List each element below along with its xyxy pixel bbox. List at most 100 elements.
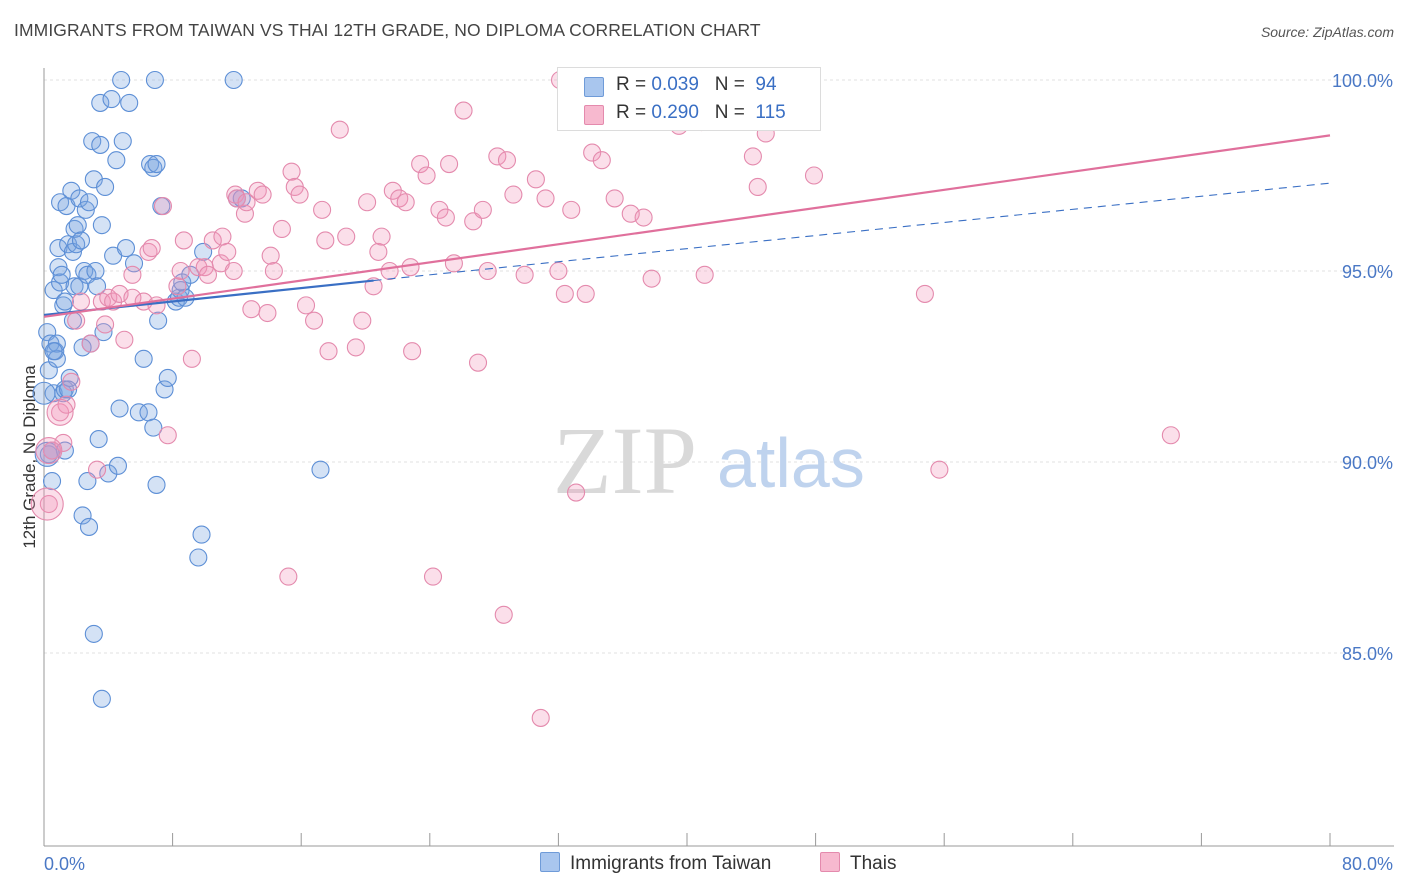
point-taiwan [73,506,92,525]
point-thais [396,193,415,212]
point-thais [930,460,949,479]
point-thais-large [35,436,63,465]
point-thais [81,334,100,353]
point-thais [67,311,86,330]
point-thais [605,189,624,208]
point-thais [224,261,243,281]
point-thais [235,204,254,223]
series-thais-points [30,70,1180,727]
point-taiwan [79,517,99,536]
point-taiwan [158,368,177,388]
point-thais [290,185,309,204]
point-thais [488,147,507,166]
point-thais [515,265,534,284]
point-thais [313,200,332,219]
legend-swatch-thais [584,105,604,125]
point-taiwan [116,239,136,258]
point-thais [423,567,443,586]
point-taiwan [149,311,168,330]
watermark: ZIP atlas [553,407,865,514]
point-thais [330,120,349,139]
point-thais [583,143,602,162]
trend-lines [43,134,1331,318]
watermark-atlas: atlas [717,424,865,502]
point-thais-large [46,398,74,426]
point-thais [576,284,595,303]
point-thais [436,208,455,227]
point-taiwan [192,525,211,544]
point-thais [743,147,762,166]
y-tick-label: 85.0% [1342,644,1393,664]
bottom-legend-thais: Thais [820,852,896,875]
y-tick-label: 90.0% [1342,453,1393,473]
point-taiwan [155,380,174,399]
point-taiwan [144,418,163,437]
point-taiwan [51,273,70,292]
point-thais [272,219,291,239]
point-taiwan [113,132,132,151]
point-thais [261,246,280,265]
point-thais [369,242,388,261]
point-thais [403,342,422,361]
point-taiwan [112,70,131,90]
point-thais [353,311,372,330]
grid-lines [44,79,1394,654]
point-thais [411,154,430,174]
point-thais [213,227,232,246]
chart-source: Source: ZipAtlas.com [1260,24,1394,40]
point-taiwan [120,93,139,112]
y-axis-tick-labels: 85.0% 90.0% 95.0% 100.0% [1332,71,1393,664]
point-thais [526,170,545,189]
point-taiwan [55,292,74,311]
point-taiwan [91,93,110,112]
point-thais [305,311,324,330]
point-taiwan [189,548,208,567]
point-thais [123,265,142,284]
point-thais [203,231,222,250]
point-taiwan [99,464,118,483]
point-thais [372,227,391,246]
point-thais [54,433,73,452]
y-tick-label: 95.0% [1342,262,1393,282]
point-taiwan [44,281,63,300]
point-thais [536,189,555,208]
legend-swatch-taiwan [584,77,604,97]
legend-r-thais: 0.290 [651,102,699,123]
point-thais [242,300,261,319]
point-thais [96,315,115,334]
point-taiwan [65,277,84,296]
y-axis-label: 12th Grade, No Diploma [20,365,39,549]
point-taiwan [147,154,166,174]
point-thais [440,154,459,174]
point-thais [454,101,473,120]
bottom-legend-swatch-taiwan [540,852,560,872]
point-thais [182,349,201,368]
axes [43,68,1394,847]
point-taiwan [129,403,148,422]
point-thais [142,239,161,258]
point-thais [915,284,934,303]
point-thais [748,177,767,197]
x-tick-label-min: 0.0% [44,854,85,874]
point-thais [316,231,335,250]
point-thais [358,193,377,212]
point-taiwan [124,254,144,273]
point-thais [198,265,218,284]
point-taiwan [92,216,111,235]
point-thais [319,342,338,361]
point-thais [430,200,449,219]
point-taiwan [86,261,105,281]
point-thais [253,185,272,204]
point-thais [478,261,497,281]
point-thais [473,200,492,219]
point-thais [153,197,173,216]
point-thais [168,277,187,296]
point-thais [380,261,399,281]
bottom-legend-taiwan: Immigrants from Taiwan [540,852,771,875]
point-thais [531,708,550,727]
point-thais [218,242,237,261]
legend-n-taiwan: 94 [755,74,777,95]
point-thais [804,166,824,185]
point-thais [282,162,301,181]
